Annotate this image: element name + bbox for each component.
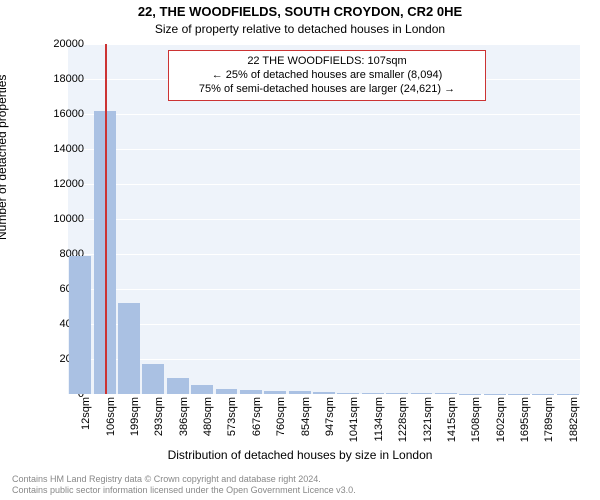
histogram-bar bbox=[362, 393, 384, 394]
x-tick-label: 480sqm bbox=[202, 397, 214, 436]
histogram-bar bbox=[69, 256, 91, 394]
x-tick-label: 947sqm bbox=[324, 397, 336, 436]
x-tick-label: 1882sqm bbox=[568, 397, 580, 442]
histogram-bar bbox=[216, 389, 238, 394]
annotation-line-1: 22 THE WOODFIELDS: 107sqm bbox=[177, 55, 477, 69]
x-tick-label: 1602sqm bbox=[495, 397, 507, 442]
x-tick-label: 1508sqm bbox=[470, 397, 482, 442]
x-tick-label: 1041sqm bbox=[348, 397, 360, 442]
chart-title: 22, THE WOODFIELDS, SOUTH CROYDON, CR2 0… bbox=[0, 4, 600, 19]
x-tick-label: 386sqm bbox=[178, 397, 190, 436]
x-tick-label: 106sqm bbox=[105, 397, 117, 436]
attribution-footer: Contains HM Land Registry data © Crown c… bbox=[12, 474, 588, 496]
histogram-bar bbox=[313, 392, 335, 394]
x-tick-label: 573sqm bbox=[226, 397, 238, 436]
histogram-bar bbox=[386, 393, 408, 394]
histogram-bar bbox=[264, 391, 286, 395]
chart-subtitle: Size of property relative to detached ho… bbox=[0, 22, 600, 36]
x-axis-label: Distribution of detached houses by size … bbox=[0, 448, 600, 462]
annotation-box: 22 THE WOODFIELDS: 107sqm ← 25% of detac… bbox=[168, 50, 486, 101]
histogram-bar bbox=[435, 393, 457, 394]
histogram-bar bbox=[118, 303, 140, 394]
gridline bbox=[68, 394, 580, 395]
histogram-bar bbox=[337, 393, 359, 394]
x-tick-label: 199sqm bbox=[129, 397, 141, 436]
x-tick-label: 760sqm bbox=[275, 397, 287, 436]
chart-container: 22, THE WOODFIELDS, SOUTH CROYDON, CR2 0… bbox=[0, 0, 600, 500]
x-tick-label: 1134sqm bbox=[373, 397, 385, 441]
x-tick-label: 1695sqm bbox=[519, 397, 531, 442]
y-axis-label: Number of detached properties bbox=[0, 75, 9, 240]
footer-line-2: Contains public sector information licen… bbox=[12, 485, 588, 496]
footer-line-1: Contains HM Land Registry data © Crown c… bbox=[12, 474, 588, 485]
annotation-line-2: ← 25% of detached houses are smaller (8,… bbox=[177, 69, 477, 83]
histogram-bar bbox=[289, 391, 311, 394]
x-tick-label: 1789sqm bbox=[543, 397, 555, 442]
x-tick-label: 1228sqm bbox=[397, 397, 409, 442]
histogram-bar bbox=[191, 385, 213, 394]
x-tick-label: 854sqm bbox=[300, 397, 312, 436]
x-tick-label: 293sqm bbox=[153, 397, 165, 436]
histogram-bar bbox=[240, 390, 262, 394]
histogram-bar bbox=[142, 364, 164, 394]
plot-area: 22 THE WOODFIELDS: 107sqm ← 25% of detac… bbox=[68, 44, 580, 394]
x-tick-label: 1321sqm bbox=[422, 397, 434, 442]
histogram-bar bbox=[167, 378, 189, 394]
property-marker-line bbox=[105, 44, 107, 394]
annotation-line-3: 75% of semi-detached houses are larger (… bbox=[177, 83, 477, 97]
x-tick-label: 1415sqm bbox=[446, 397, 458, 442]
x-tick-label: 667sqm bbox=[251, 397, 263, 436]
x-tick-label: 12sqm bbox=[80, 397, 92, 430]
histogram-bar bbox=[411, 393, 433, 394]
